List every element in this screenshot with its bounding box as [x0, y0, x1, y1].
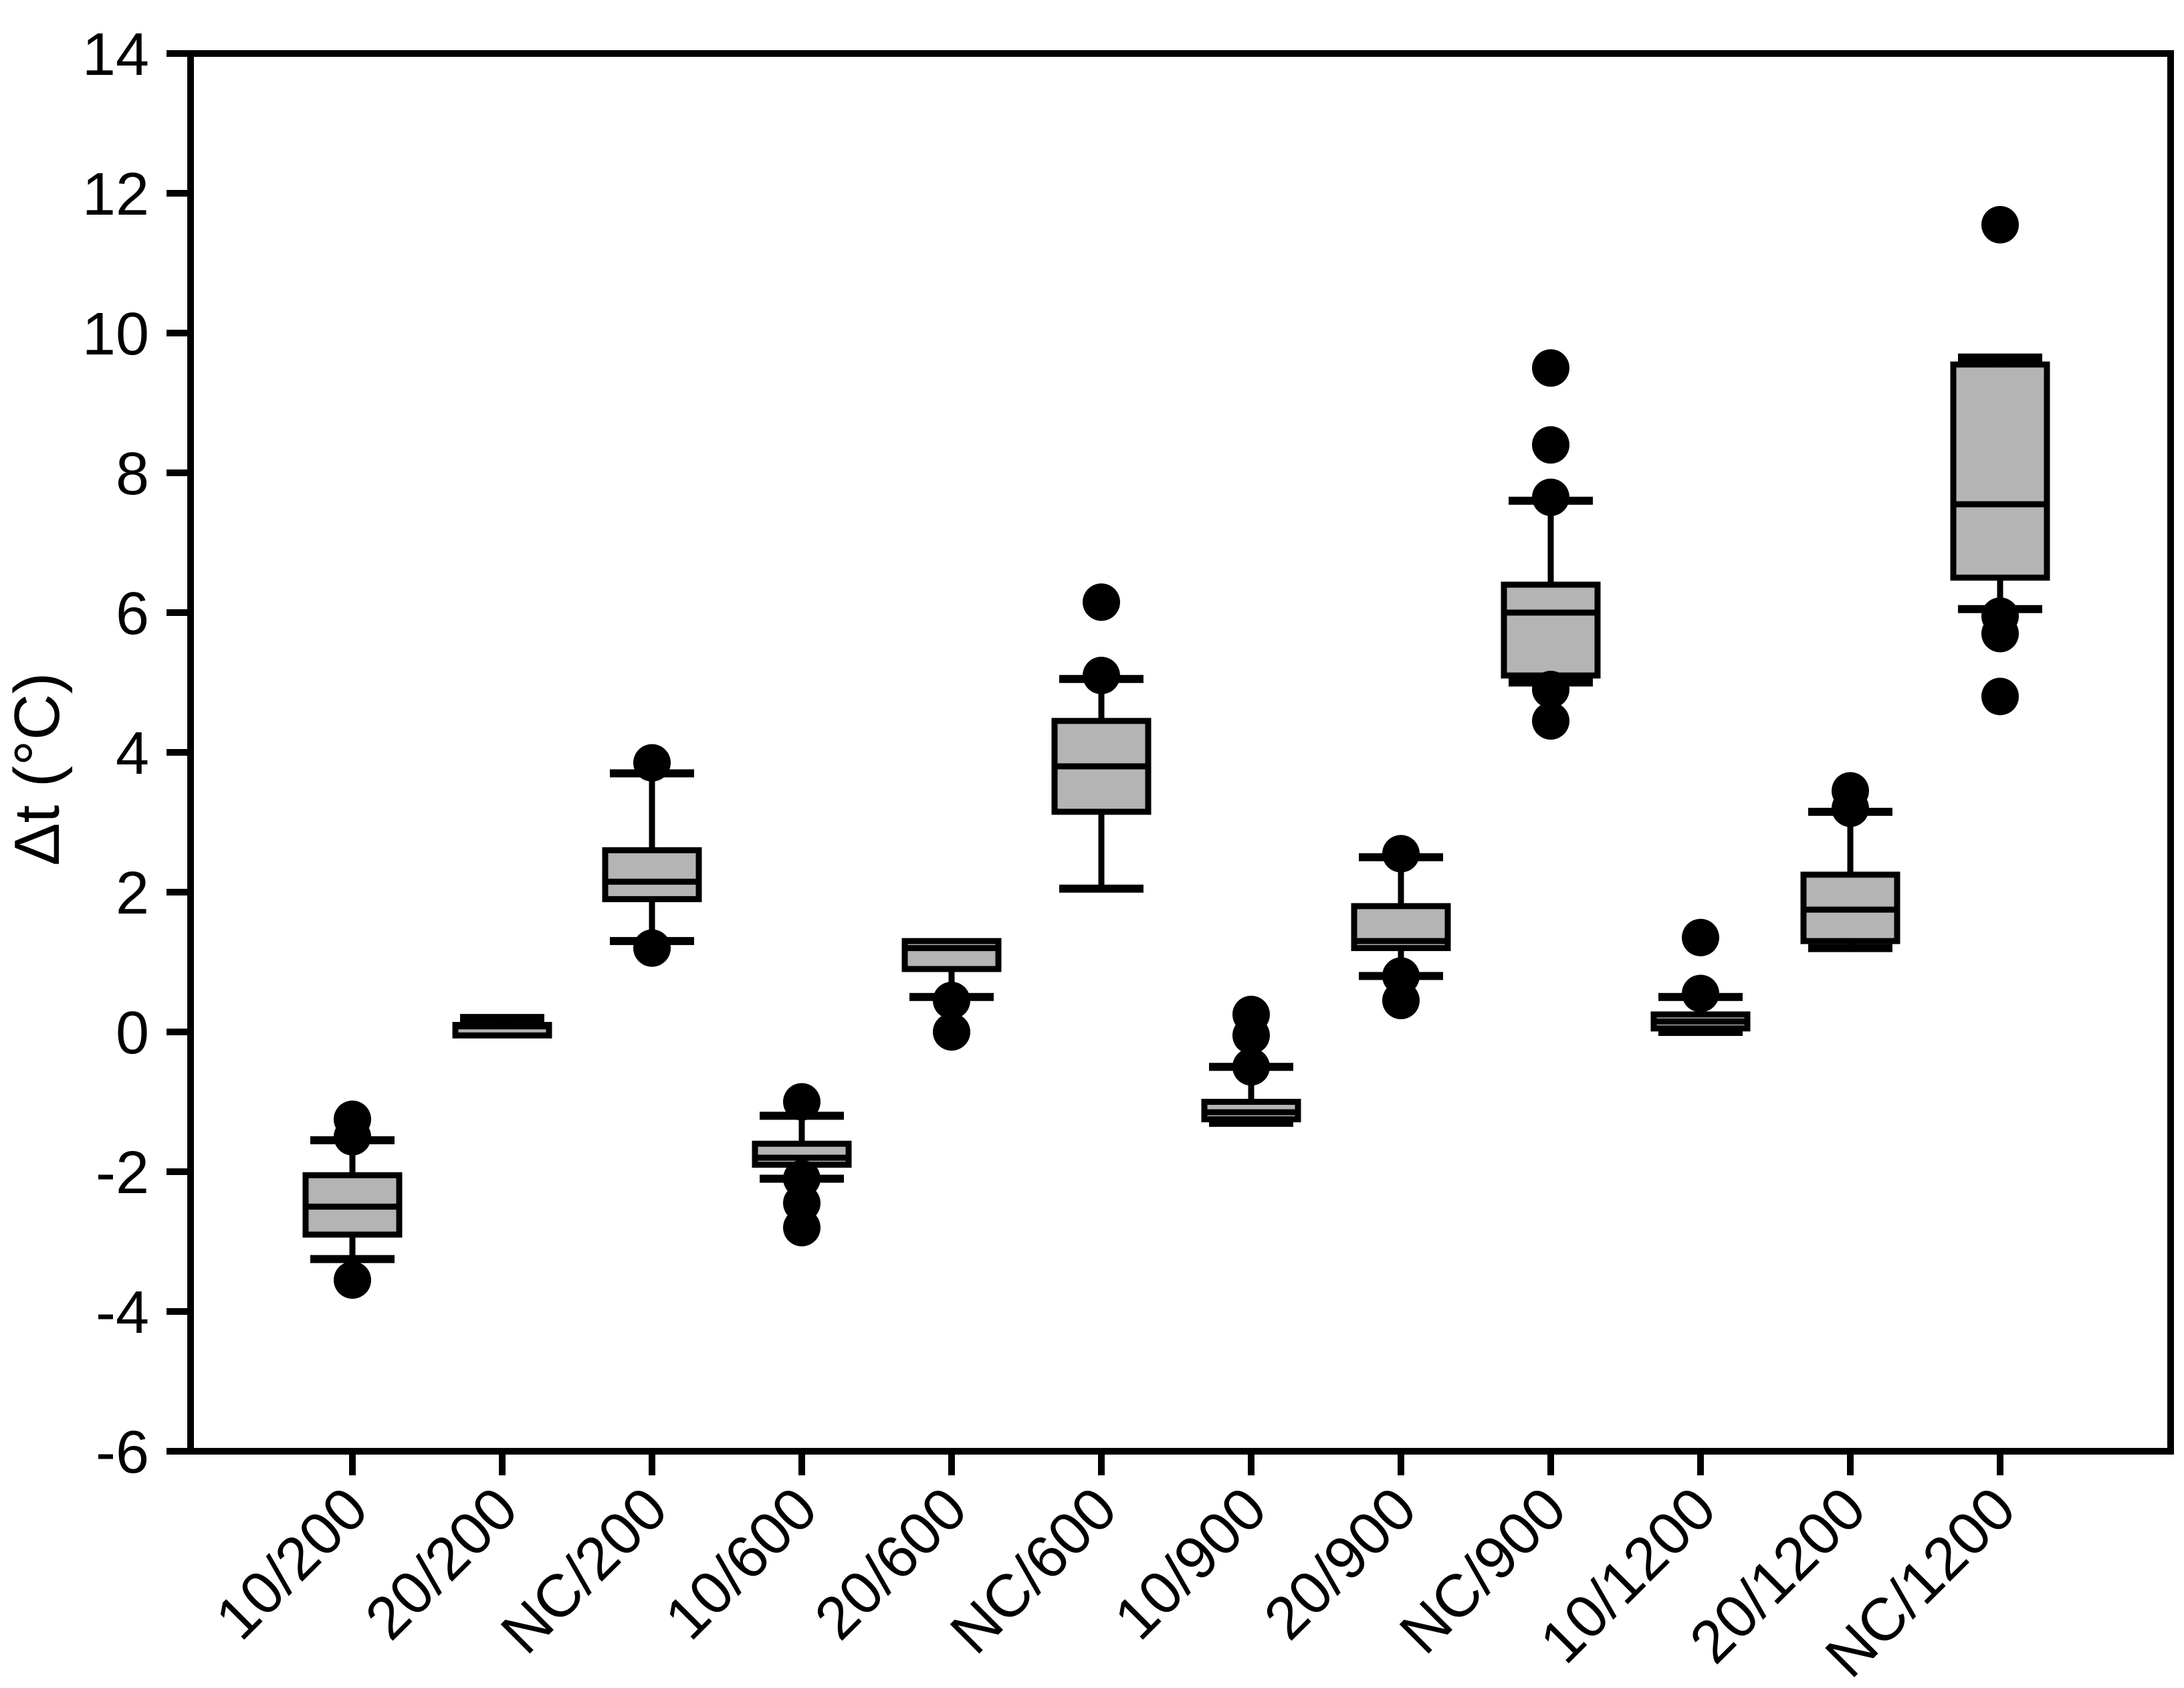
iqr-box — [1950, 361, 2050, 581]
box-20/900 — [1351, 835, 1451, 1019]
outlier-dot — [933, 981, 970, 1019]
x-tick-label: 10/600 — [653, 1475, 830, 1652]
outlier-dot — [1532, 349, 1569, 387]
outlier-dot — [1981, 677, 2019, 716]
y-tick-label: -2 — [96, 1140, 149, 1206]
iqr-box — [1501, 581, 1601, 679]
y-tick-label: -4 — [96, 1279, 149, 1346]
x-tick-label: 10/200 — [203, 1475, 380, 1652]
x-tick-label: NC/200 — [489, 1475, 680, 1666]
y-tick-label: 10 — [82, 301, 149, 368]
outlier-dot — [783, 1208, 821, 1247]
box-20/200 — [452, 1014, 552, 1039]
box-NC/600 — [1051, 583, 1152, 893]
outlier-dot — [334, 1118, 371, 1156]
x-tick-label: 10/900 — [1102, 1475, 1279, 1652]
y-axis-title: Δt (°C) — [1, 672, 73, 865]
outlier-dot — [1083, 583, 1120, 621]
box-20/1200 — [1800, 772, 1900, 952]
y-tick-label: 12 — [82, 161, 149, 228]
box-NC/1200 — [1950, 206, 2050, 716]
box-NC/200 — [602, 744, 702, 967]
box-10/600 — [752, 1083, 852, 1247]
y-tick-label: 2 — [116, 860, 149, 927]
box-20/600 — [901, 938, 1002, 1051]
y-axis: -6 -4 -2 0 2 4 6 8 10 12 14 — [82, 21, 191, 1486]
outlier-dot — [1532, 670, 1569, 708]
outlier-dot — [334, 1261, 371, 1299]
outlier-dot — [1532, 426, 1569, 464]
y-tick-label: 8 — [116, 441, 149, 508]
y-tick-label: 6 — [116, 581, 149, 647]
y-tick-label: 4 — [116, 720, 149, 787]
outlier-dot — [1083, 657, 1120, 695]
outlier-dot — [1532, 702, 1569, 740]
outlier-dot — [633, 744, 671, 782]
outlier-dot — [1682, 918, 1719, 956]
y-tick-label: 14 — [82, 21, 149, 88]
box-10/900 — [1201, 995, 1301, 1127]
outlier-dot — [933, 1013, 970, 1051]
x-axis: 10/20020/200NC/20010/60020/600NC/60010/9… — [203, 1451, 2028, 1688]
outlier-dot — [1382, 981, 1420, 1019]
outlier-dot — [1232, 1017, 1270, 1055]
outlier-dot — [1981, 615, 2019, 653]
box-NC/900 — [1501, 349, 1601, 740]
plot-frame — [187, 50, 2174, 1455]
outlier-dot — [1382, 835, 1420, 873]
outlier-dot — [1682, 974, 1719, 1013]
box-10/1200 — [1650, 918, 1751, 1036]
y-tick-label: -6 — [96, 1419, 149, 1486]
outlier-dot — [633, 929, 671, 967]
plot-border — [187, 50, 2174, 1455]
iqr-box — [602, 847, 702, 902]
box-10/200 — [302, 1100, 403, 1299]
box-series — [302, 206, 2050, 1299]
outlier-dot — [1832, 789, 1869, 827]
outlier-dot — [1232, 1048, 1270, 1086]
x-tick-label: NC/600 — [938, 1475, 1129, 1666]
outlier-dot — [783, 1083, 821, 1121]
outlier-dot — [1532, 478, 1569, 516]
outlier-dot — [1981, 206, 2019, 244]
y-tick-label: 0 — [116, 1000, 149, 1067]
